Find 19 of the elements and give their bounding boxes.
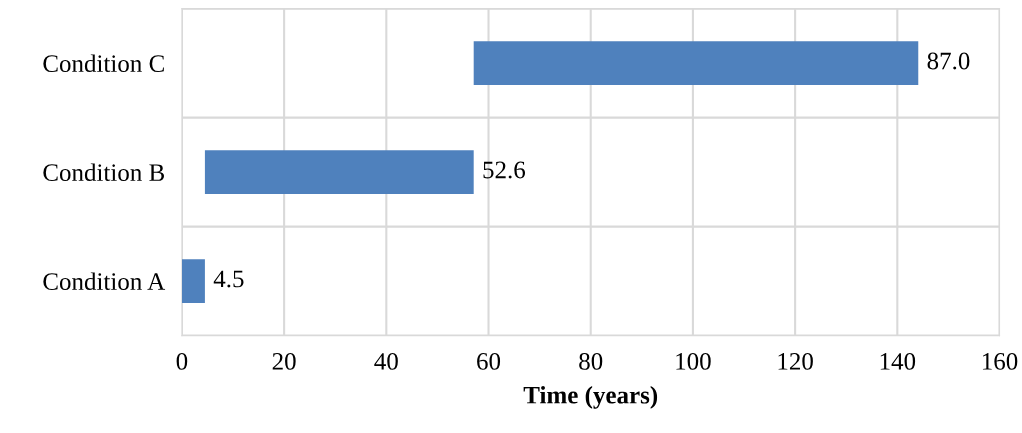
x-axis-title: Time (years) <box>523 386 658 409</box>
bar <box>473 41 919 85</box>
y-tick-label: Condition A <box>43 272 166 291</box>
data-label: 4.5 <box>213 270 244 288</box>
x-tick-label: 0 <box>176 352 188 370</box>
x-tick-label: 20 <box>272 352 296 370</box>
data-label: 87.0 <box>927 52 970 70</box>
data-label: 52.6 <box>483 161 526 179</box>
bar <box>204 150 474 194</box>
x-tick-label: 100 <box>676 352 711 370</box>
y-tick-label: Condition C <box>43 54 164 73</box>
x-tick-label: 40 <box>374 352 398 370</box>
x-tick-label: 140 <box>880 352 916 370</box>
x-tick-label: 80 <box>579 352 603 370</box>
y-tick-label: Condition B <box>43 163 165 182</box>
x-tick-label: 160 <box>982 352 1018 370</box>
bar <box>181 259 205 303</box>
x-tick-label: 60 <box>477 352 501 370</box>
x-tick-label: 120 <box>778 352 813 370</box>
